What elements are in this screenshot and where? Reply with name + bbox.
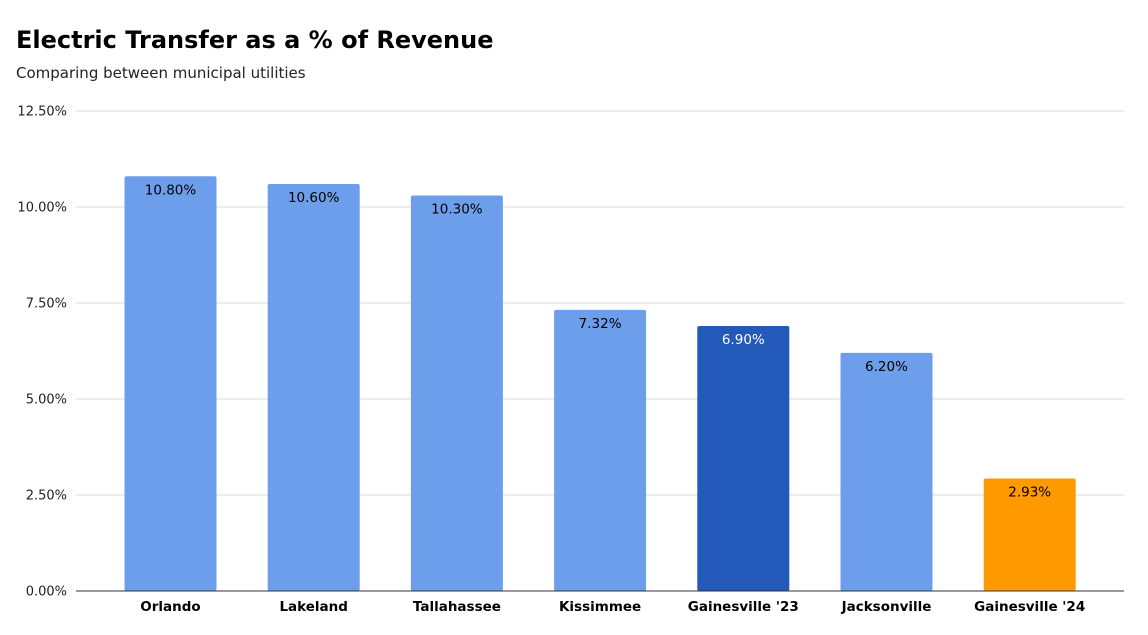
- y-axis-ticks: 0.00% 2.50% 5.00% 7.50% 10.00% 12.50%: [17, 105, 67, 600]
- chart-title: Electric Transfer as a % of Revenue: [16, 26, 494, 54]
- x-tick-label: Orlando: [140, 599, 200, 615]
- bar-data-label: 10.30%: [431, 201, 483, 217]
- bar-data-label: 10.60%: [288, 190, 340, 206]
- bar-data-label: 6.20%: [865, 359, 908, 375]
- y-tick-label: 12.50%: [17, 105, 67, 120]
- x-tick-label: Tallahassee: [413, 599, 501, 615]
- bar-data-label: 6.90%: [722, 332, 765, 348]
- x-tick-label: Gainesville '24: [974, 599, 1085, 615]
- bar: [267, 183, 360, 591]
- bars: 10.80% 10.60% 10.30% 7.32% 6.90% 6.20% 2.93%: [124, 176, 1076, 592]
- x-tick-label: Jacksonville: [841, 599, 932, 615]
- x-tick-label: Kissimmee: [559, 599, 641, 615]
- y-tick-label: 5.00%: [26, 393, 67, 408]
- bar: [840, 352, 933, 591]
- x-axis-labels: Orlando Lakeland Tallahassee Kissimmee Gaine…: [140, 599, 1085, 615]
- y-tick-label: 7.50%: [26, 297, 67, 312]
- y-tick-label: 0.00%: [26, 585, 67, 600]
- bar-data-label: 10.80%: [145, 182, 197, 198]
- bar-data-label: 2.93%: [1008, 484, 1051, 500]
- x-tick-label: Lakeland: [279, 599, 348, 615]
- bar: [410, 195, 503, 592]
- bar-data-label: 7.32%: [579, 316, 622, 332]
- y-tick-label: 2.50%: [26, 489, 67, 504]
- y-tick-label: 10.00%: [17, 201, 67, 216]
- bar: [983, 478, 1076, 591]
- bar: [124, 176, 217, 591]
- chart-subtitle: Comparing between municipal utilities: [16, 64, 306, 82]
- x-tick-label: Gainesville '23: [688, 599, 799, 615]
- bar: [554, 309, 647, 591]
- bar: [697, 326, 790, 591]
